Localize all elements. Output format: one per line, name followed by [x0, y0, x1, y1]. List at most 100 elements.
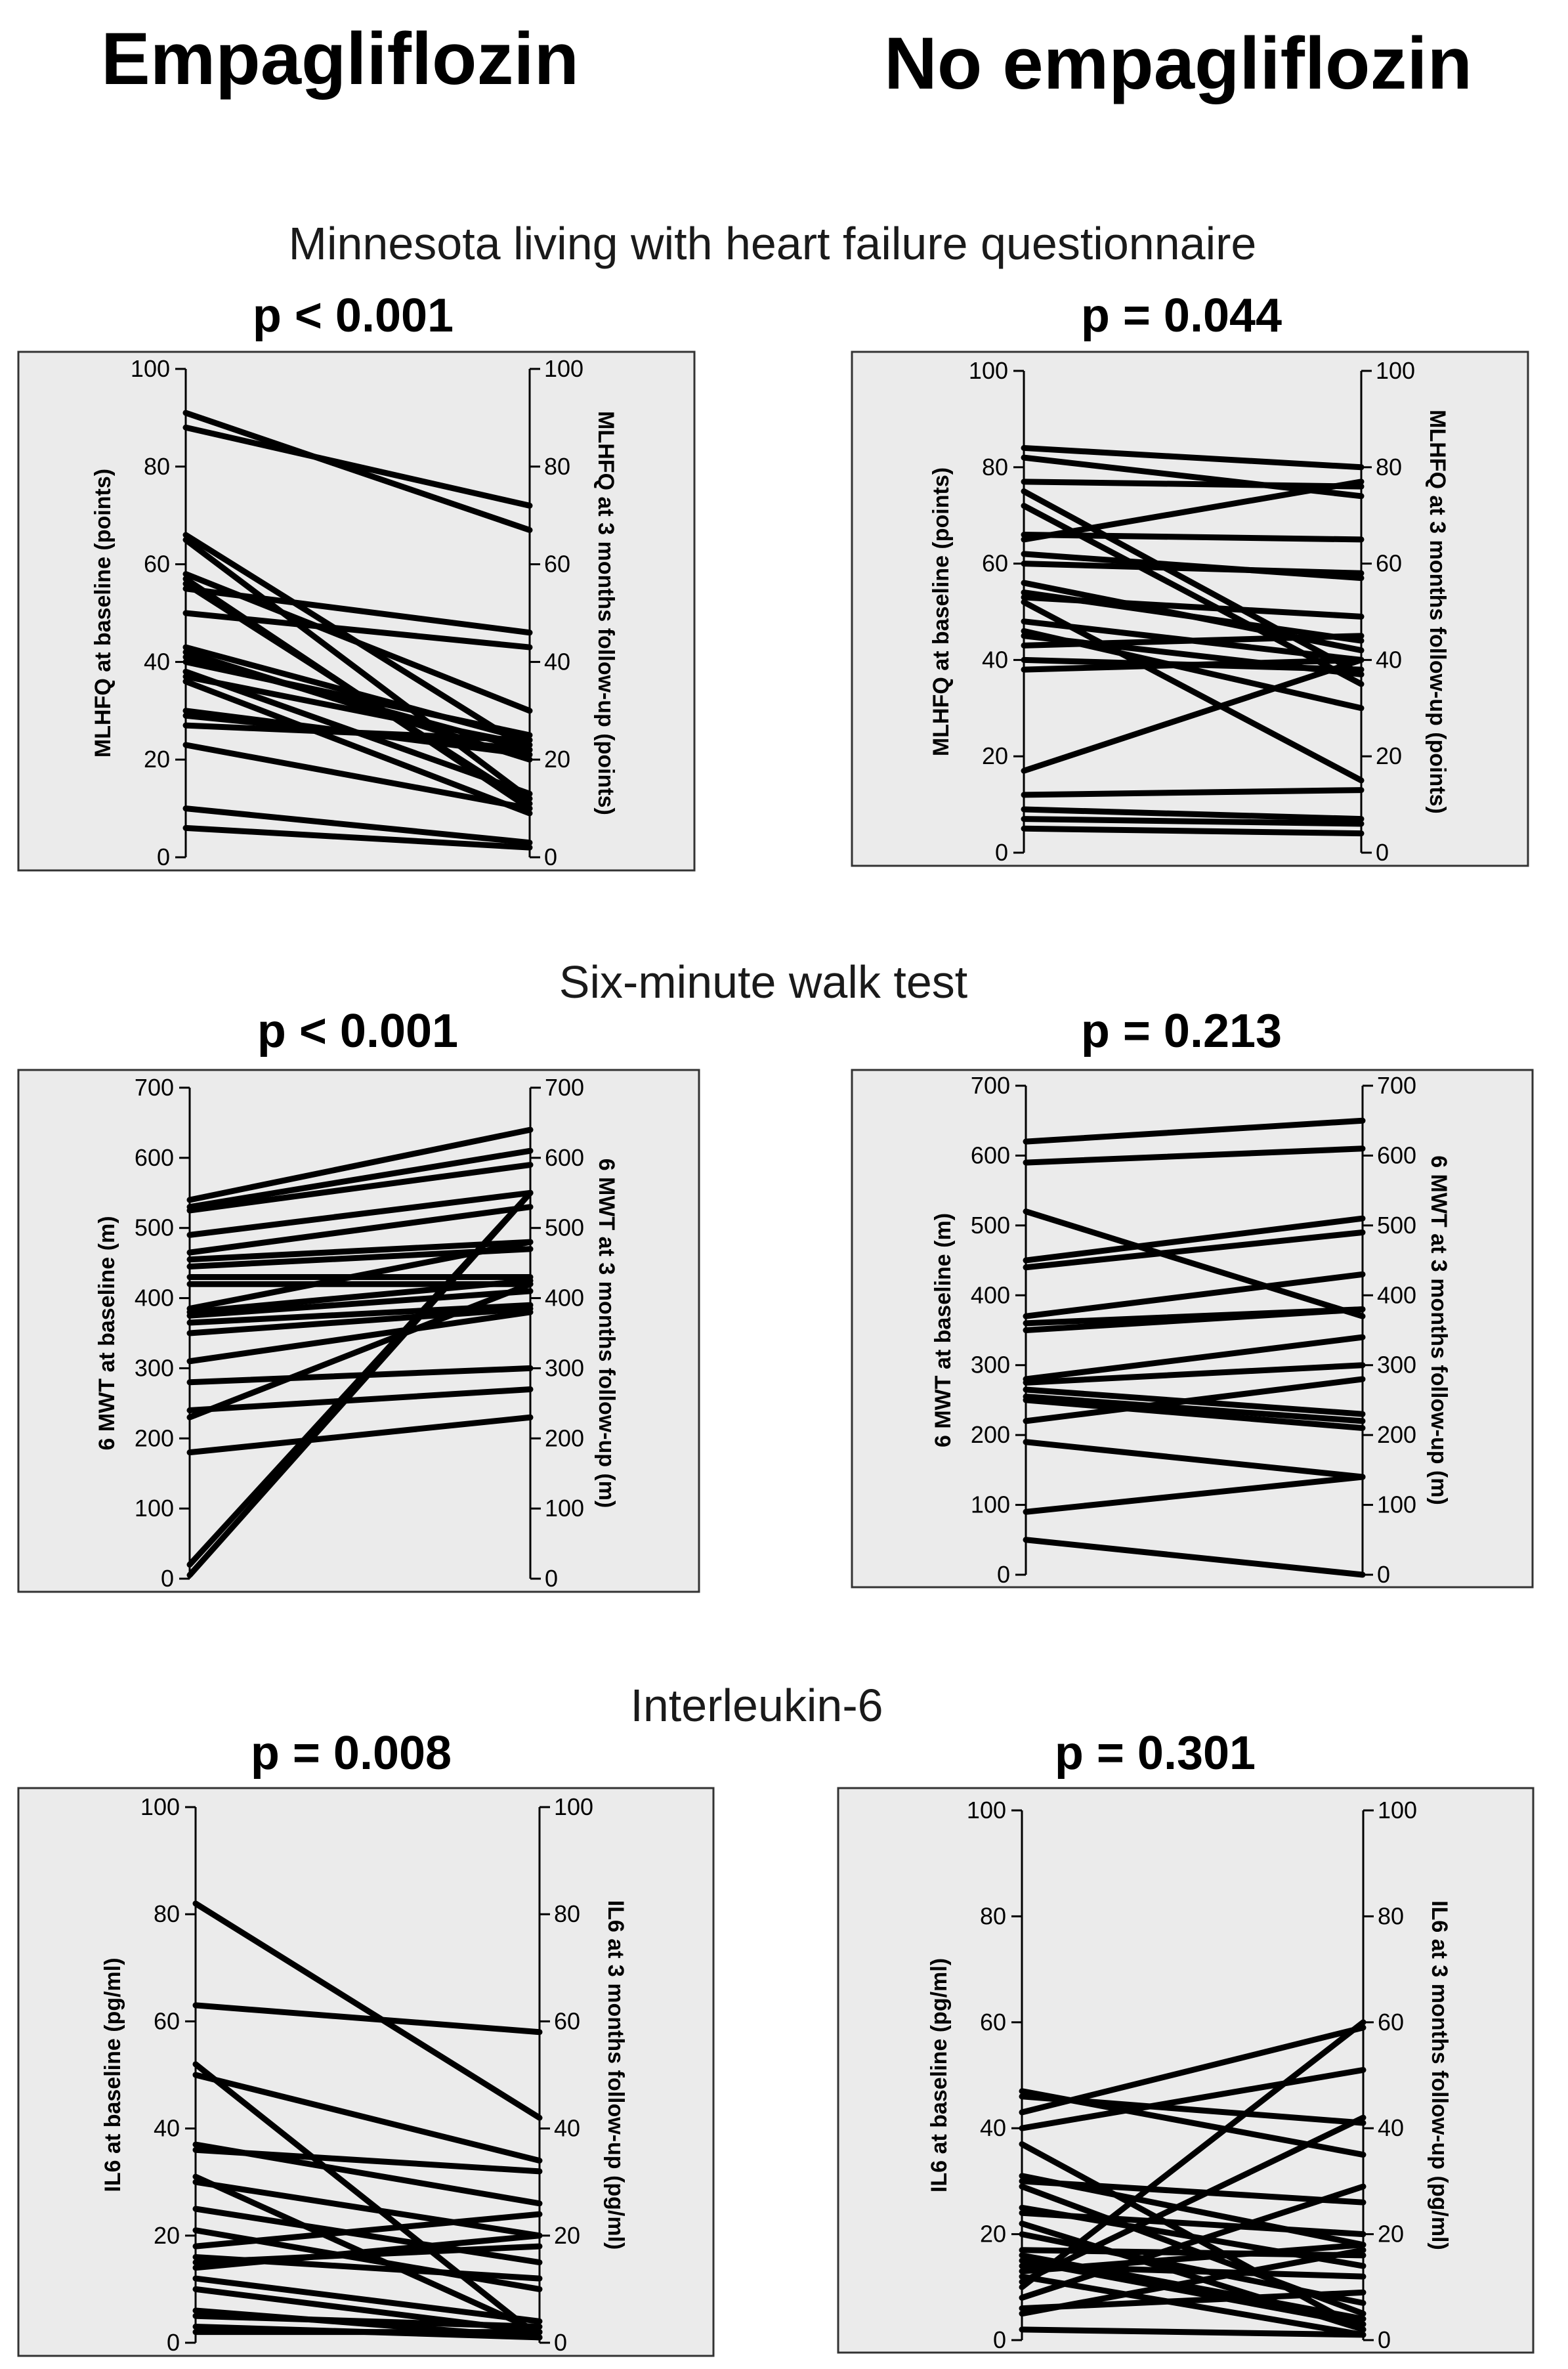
left-tick-label: 60: [144, 551, 170, 578]
right-tick-label: 60: [1376, 550, 1402, 577]
section-title-il6: Interleukin-6: [630, 1680, 883, 1731]
patient-line: [186, 1414, 534, 1456]
right-tick-label: 300: [545, 1354, 584, 1381]
left-tick-label: 40: [144, 648, 170, 675]
right-tick-label: 20: [1376, 742, 1402, 769]
right-tick-label: 700: [1377, 1072, 1416, 1099]
patient-line: [1019, 2273, 1367, 2338]
patient-line: [1021, 816, 1365, 827]
patient-line: [186, 1147, 534, 1210]
left-axis-title: 6 MWT at baseline (m): [95, 1216, 119, 1450]
patient-line: [1019, 2024, 1367, 2116]
left-axis-title: MLHFQ at baseline (points): [91, 469, 116, 758]
patient-line: [186, 1204, 534, 1256]
section-title-6mwt: Six-minute walk test: [559, 956, 967, 1008]
right-tick-label: 40: [1378, 2114, 1404, 2141]
patient-line: [182, 722, 533, 743]
patient-line: [1021, 444, 1365, 471]
patient-line: [1021, 656, 1365, 673]
left-tick-label: 80: [144, 453, 170, 480]
right-tick-label: 40: [1376, 646, 1402, 673]
panel-il6-empagliflozin: 0 0 20 20 40 40 60 60 80 80 100 100 IL6 at baseline …: [17, 1787, 715, 2357]
patient-line: [1019, 2019, 1367, 2290]
p-value-label: p = 0.044: [1081, 289, 1282, 342]
left-tick-label: 700: [971, 1072, 1010, 1099]
patient-line: [1023, 1334, 1366, 1382]
patient-line: [186, 1189, 534, 1579]
left-tick-label: 60: [982, 550, 1008, 577]
left-tick-label: 40: [982, 646, 1008, 673]
patient-line: [186, 1309, 534, 1365]
p-value-label: p < 0.001: [257, 1005, 458, 1057]
patient-line: [1023, 1229, 1366, 1271]
patient-line: [182, 610, 533, 651]
patient-line: [1019, 2178, 1367, 2206]
left-tick-label: 100: [967, 1797, 1006, 1824]
column-title-right: No empagliflozin: [884, 22, 1472, 104]
left-tick-label: 0: [993, 2326, 1006, 2353]
patient-line: [1023, 1362, 1366, 1386]
right-tick-label: 300: [1377, 1352, 1416, 1378]
right-tick-label: 0: [1376, 839, 1389, 866]
left-tick-label: 80: [982, 454, 1008, 480]
panel-6mwt-control: 0 0 100 100 200 200 300 300 400 400 500 500 600 600 70…: [851, 1069, 1534, 1589]
patient-line: [1023, 1439, 1366, 1480]
patient-line: [1023, 1215, 1366, 1264]
patient-line: [1021, 806, 1365, 822]
patient-line: [1021, 479, 1365, 543]
right-tick-label: 600: [1377, 1142, 1416, 1168]
left-tick-label: 60: [980, 2009, 1006, 2036]
left-tick-label: 60: [154, 2007, 180, 2034]
right-tick-label: 100: [554, 1793, 593, 1820]
patient-line: [182, 410, 533, 534]
patient-line: [182, 658, 533, 738]
right-tick-label: 80: [1376, 454, 1402, 480]
patient-line: [192, 2061, 543, 2341]
patient-line: [186, 1386, 534, 1414]
left-axis-title: 6 MWT at baseline (m): [931, 1213, 956, 1447]
patient-line: [1023, 1537, 1366, 1578]
patient-line: [1021, 825, 1365, 837]
patient-line: [1023, 1474, 1366, 1515]
right-tick-label: 0: [554, 2329, 567, 2356]
patient-line: [1019, 2257, 1367, 2328]
panel-mlhfq-empagliflozin: 0 0 20 20 40 40 60 60 80 80 100 100 MLHFQ at baselin…: [17, 351, 696, 872]
right-axis-title: 6 MWT at 3 months follow-up (m): [1426, 1155, 1451, 1505]
patient-line: [182, 673, 533, 748]
right-tick-label: 0: [1378, 2326, 1391, 2353]
left-tick-label: 20: [154, 2222, 180, 2249]
panel-frame: [17, 1069, 700, 1593]
left-tick-label: 40: [980, 2114, 1006, 2141]
right-tick-label: 200: [545, 1424, 584, 1451]
patient-line: [1021, 479, 1365, 490]
right-tick-label: 40: [544, 648, 570, 675]
patient-line: [186, 1162, 534, 1214]
patient-line: [186, 1126, 534, 1203]
right-tick-label: 20: [1378, 2221, 1404, 2248]
patient-line: [1021, 787, 1365, 798]
right-tick-label: 500: [1377, 1212, 1416, 1239]
left-tick-label: 300: [971, 1352, 1010, 1378]
patient-line: [1021, 599, 1365, 784]
section-title-mlhfq: Minnesota living with heart failure ques…: [289, 218, 1257, 269]
left-tick-label: 200: [971, 1421, 1010, 1448]
patient-line: [192, 2206, 543, 2266]
right-tick-label: 100: [1376, 357, 1415, 384]
left-tick-label: 600: [135, 1144, 174, 1171]
right-tick-label: 600: [545, 1144, 584, 1171]
p-value-label: p = 0.008: [251, 1727, 452, 1780]
column-title-left: Empagliflozin: [101, 18, 579, 100]
p-value-label: p = 0.301: [1055, 1727, 1256, 1780]
left-tick-label: 100: [135, 1495, 174, 1522]
right-tick-label: 400: [545, 1285, 584, 1312]
right-axis-title: MLHFQ at 3 months follow-up (points): [593, 411, 618, 815]
patient-line: [192, 2072, 543, 2164]
patient-line: [192, 1900, 543, 2121]
right-tick-label: 100: [544, 355, 583, 382]
patient-line: [1023, 1397, 1366, 1431]
patient-line: [182, 805, 533, 846]
patient-line: [186, 1306, 534, 1336]
left-tick-label: 20: [144, 746, 170, 773]
patient-line: [186, 1277, 534, 1315]
right-tick-label: 40: [554, 2115, 580, 2142]
